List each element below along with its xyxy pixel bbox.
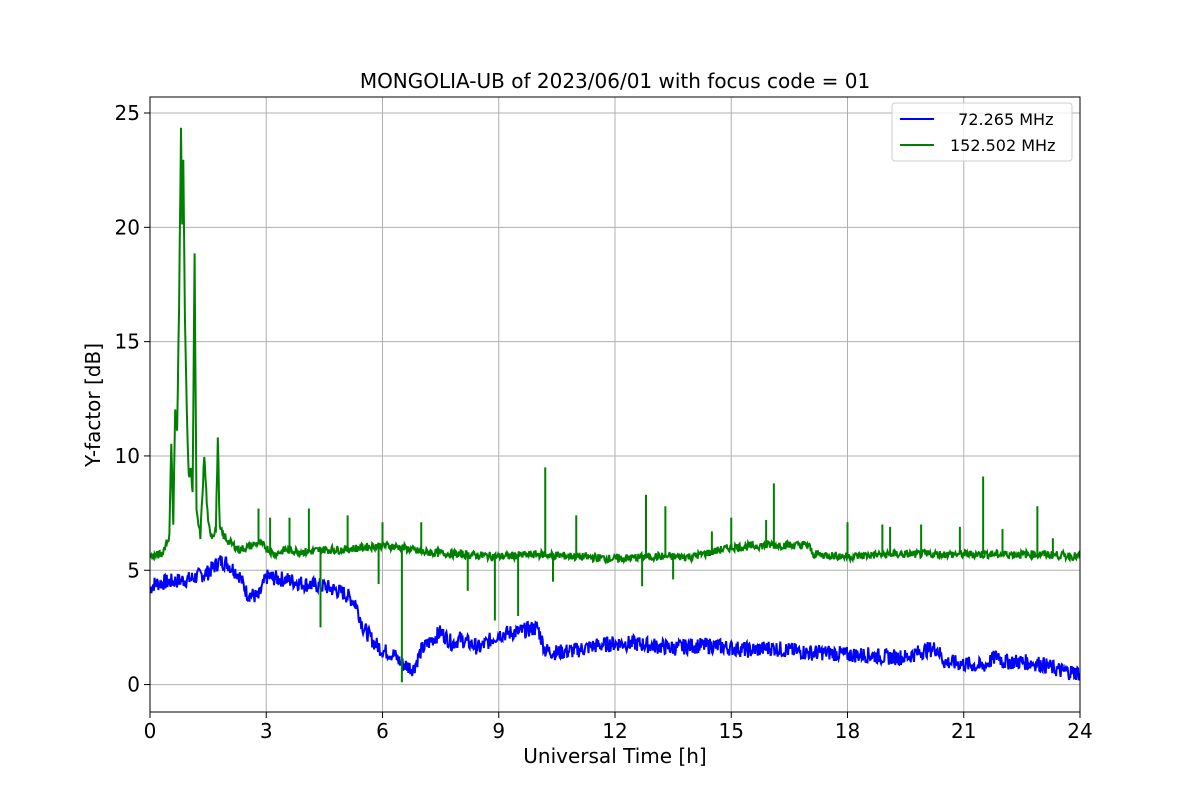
x-tick-label: 24 bbox=[1067, 719, 1092, 743]
x-tick-label: 12 bbox=[602, 719, 627, 743]
grid-layer bbox=[149, 97, 1081, 712]
legend-label-72mhz: 72.265 MHz bbox=[948, 110, 1053, 129]
y-tick-label: 5 bbox=[127, 558, 140, 582]
x-axis-label: Universal Time [h] bbox=[523, 744, 706, 768]
y-tick-label: 15 bbox=[115, 330, 140, 354]
x-tick-label: 21 bbox=[951, 719, 976, 743]
legend: 72.265 MHz 152.502 MHz bbox=[891, 102, 1073, 162]
x-tick-label: 15 bbox=[719, 719, 744, 743]
x-tick-label: 18 bbox=[835, 719, 860, 743]
series-line-1 bbox=[150, 127, 1080, 565]
legend-label-152mhz: 152.502 MHz bbox=[950, 136, 1055, 155]
y-tick-label: 20 bbox=[115, 215, 140, 239]
series-layer bbox=[150, 127, 1080, 683]
x-tick-label: 3 bbox=[260, 719, 273, 743]
chart-title: MONGOLIA-UB of 2023/06/01 with focus cod… bbox=[360, 69, 870, 93]
series-line-0 bbox=[150, 555, 1080, 681]
x-tick-label: 0 bbox=[144, 719, 157, 743]
y-axis-label: Y-factor [dB] bbox=[81, 343, 105, 468]
y-tick-label: 25 bbox=[115, 101, 140, 125]
y-tick-label: 0 bbox=[127, 673, 140, 697]
legend-box bbox=[891, 102, 1073, 162]
y-tick-label: 10 bbox=[115, 444, 140, 468]
x-tick-label: 9 bbox=[492, 719, 505, 743]
x-tick-label: 6 bbox=[376, 719, 389, 743]
tick-layer: 0 3 6 9 12 15 18 21 24 0 5 10 15 20 25 bbox=[115, 101, 1093, 743]
